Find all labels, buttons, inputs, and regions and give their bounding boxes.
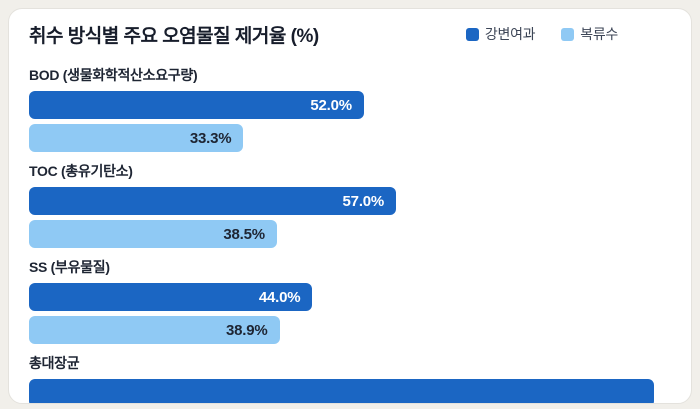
bar-secondary: 38.9%: [29, 316, 280, 344]
bar-value-label: 33.3%: [189, 129, 232, 147]
chart-header: 취수 방식별 주요 오염물질 제거율 (%) 강변여과 복류수: [29, 21, 671, 47]
category-label: SS (부유물질): [29, 259, 110, 275]
bar-primary: 52.0%: [29, 91, 364, 119]
bar-primary: [29, 379, 654, 403]
legend-label: 복류수: [580, 26, 618, 42]
bar-value-label: 38.9%: [225, 321, 268, 339]
bar-secondary: 33.3%: [29, 124, 244, 152]
category-label: TOC (총유기탄소): [29, 163, 133, 179]
bar-secondary: 38.5%: [29, 220, 277, 248]
legend-swatch-icon: [561, 27, 575, 41]
chart-card: 취수 방식별 주요 오염물질 제거율 (%) 강변여과 복류수 BOD (생물화학…: [8, 8, 692, 404]
bar-chart: BOD (생물화학적산소요구량) 52.0% 33.3% TOC (총유기탄소) 57.…: [29, 67, 673, 403]
category-label: BOD (생물화학적산소요구량): [29, 67, 198, 83]
legend-item-0: 강변여과: [465, 24, 536, 44]
category-label: 총대장균: [29, 355, 80, 371]
bar-group: SS (부유물질) 44.0% 38.9%: [29, 259, 673, 344]
legend-swatch-icon: [465, 27, 479, 41]
legend-label: 강변여과: [484, 26, 536, 42]
chart-title: 취수 방식별 주요 오염물질 제거율 (%): [29, 25, 319, 47]
bar-value-label: 38.5%: [223, 225, 265, 243]
bar-value-label: 57.0%: [342, 192, 385, 210]
bar-value-label: 52.0%: [310, 96, 352, 114]
bar-primary: 57.0%: [29, 187, 397, 215]
legend: 강변여과 복류수: [465, 24, 618, 44]
bar-group: TOC (총유기탄소) 57.0% 38.5%: [29, 163, 673, 248]
legend-item-1: 복류수: [561, 24, 618, 44]
bar-group: BOD (생물화학적산소요구량) 52.0% 33.3%: [29, 67, 673, 152]
bar-primary: 44.0%: [29, 283, 313, 311]
bar-value-label: 44.0%: [258, 288, 301, 306]
bar-group: 총대장균: [29, 355, 673, 403]
